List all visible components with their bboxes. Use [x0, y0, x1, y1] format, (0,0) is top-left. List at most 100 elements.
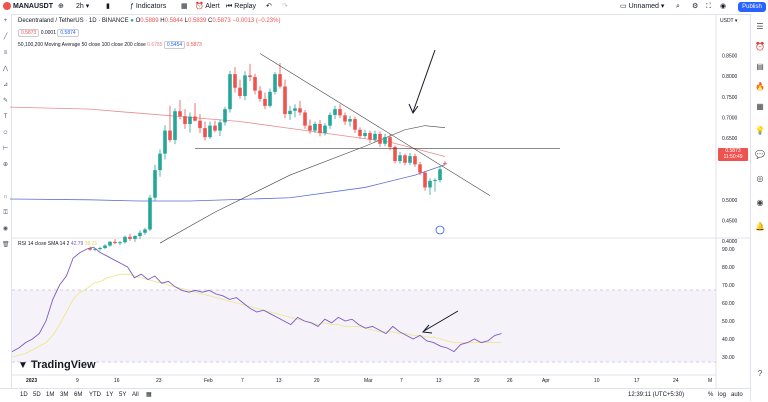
smile-icon[interactable]: ☺: [2, 130, 9, 136]
layout-button[interactable]: ▭ Unnamed ▾: [620, 2, 664, 12]
range-all[interactable]: All: [132, 392, 139, 398]
candle-body[interactable]: [108, 241, 112, 246]
candle-body[interactable]: [198, 120, 202, 129]
text-icon[interactable]: T: [3, 114, 8, 120]
candle-body[interactable]: [393, 147, 397, 162]
candle-body[interactable]: [128, 236, 132, 239]
candle-body[interactable]: [213, 125, 217, 131]
chat-icon[interactable]: 💬: [755, 150, 765, 159]
candle-body[interactable]: [88, 248, 92, 250]
trendline-drawing[interactable]: [259, 53, 491, 196]
chart-type-button[interactable]: ▮: [106, 2, 110, 12]
candle-body[interactable]: [233, 74, 237, 88]
range-3m[interactable]: 3M: [60, 392, 69, 398]
help-icon[interactable]: ?: [757, 369, 763, 378]
candle-body[interactable]: [278, 74, 282, 87]
candle-body[interactable]: [348, 119, 352, 122]
candle-body[interactable]: [138, 232, 142, 237]
candle-body[interactable]: [443, 163, 447, 165]
candle-body[interactable]: [158, 153, 162, 171]
candle-body[interactable]: [398, 155, 402, 162]
bid-price[interactable]: 0.5873: [18, 29, 40, 37]
candle-body[interactable]: [383, 137, 387, 144]
candle-body[interactable]: [368, 133, 372, 140]
candle-body[interactable]: [438, 169, 442, 181]
ma50-line[interactable]: [9, 106, 446, 157]
indicators-button[interactable]: ƒ Indicators: [130, 2, 166, 12]
candle-body[interactable]: [143, 229, 147, 233]
watchlist-icon[interactable]: ☰: [756, 22, 764, 31]
ideas-icon[interactable]: 💡: [755, 126, 765, 135]
pattern-icon[interactable]: ⋀: [3, 66, 8, 72]
candle-body[interactable]: [423, 172, 427, 188]
candle-body[interactable]: [293, 108, 297, 111]
data-window-icon[interactable]: ▤: [756, 62, 764, 71]
hotlist-icon[interactable]: 🔥: [755, 82, 765, 91]
candle-body[interactable]: [333, 109, 337, 115]
rsi-legend-row[interactable]: RSI 14 close SMA 14 2 42.79 38.21: [18, 241, 97, 247]
range-1y[interactable]: 1Y: [106, 392, 114, 398]
percent-toggle[interactable]: %: [708, 392, 714, 398]
candle-body[interactable]: [193, 116, 197, 121]
candle-body[interactable]: [178, 111, 182, 117]
candle-body[interactable]: [148, 197, 152, 230]
auto-toggle[interactable]: auto: [731, 392, 743, 398]
zoom-icon[interactable]: ⊕: [2, 162, 9, 168]
annotation-arrow-price[interactable]: [412, 49, 436, 113]
candle-body[interactable]: [358, 129, 362, 136]
brush-icon[interactable]: ✎: [2, 98, 9, 104]
range-1m[interactable]: 1M: [46, 392, 55, 398]
ma200-line[interactable]: [9, 164, 446, 202]
streams-icon[interactable]: ◎: [756, 174, 764, 183]
ask-price[interactable]: 0.5874: [57, 29, 79, 37]
trendline-icon[interactable]: ╱: [3, 34, 8, 40]
candle-body[interactable]: [328, 114, 332, 126]
candle-body[interactable]: [103, 245, 107, 249]
currency-selector[interactable]: USDT ▾: [720, 18, 737, 24]
candle-body[interactable]: [98, 248, 102, 250]
legend-title[interactable]: Decentraland / TetherUS · 1D · BINANCE: [18, 18, 129, 24]
redo-button[interactable]: ↷: [282, 2, 288, 12]
candle-body[interactable]: [413, 156, 417, 165]
candle-body[interactable]: [263, 98, 267, 106]
candle-body[interactable]: [308, 125, 312, 131]
crosshair-icon[interactable]: +: [3, 18, 8, 24]
candle-body[interactable]: [378, 133, 382, 144]
candle-body[interactable]: [183, 116, 187, 124]
candle-body[interactable]: [268, 91, 272, 106]
candle-body[interactable]: [288, 110, 292, 115]
candle-body[interactable]: [93, 248, 97, 250]
ruler-icon[interactable]: ⊢: [2, 146, 9, 152]
candle-body[interactable]: [313, 123, 317, 131]
candle-body[interactable]: [338, 109, 342, 116]
range-1d[interactable]: 1D: [20, 392, 28, 398]
candle-body[interactable]: [123, 236, 127, 243]
candle-body[interactable]: [418, 164, 422, 173]
magnet-icon[interactable]: ∩: [3, 194, 8, 200]
trash-icon[interactable]: 🗑: [2, 242, 10, 248]
range-5y[interactable]: 5Y: [119, 392, 127, 398]
publish-button[interactable]: Publish: [738, 2, 766, 12]
candle-body[interactable]: [303, 112, 307, 126]
candle-body[interactable]: [218, 122, 222, 131]
snapshot-button[interactable]: ◉: [720, 2, 726, 12]
notifications-icon[interactable]: 🔔: [755, 222, 765, 231]
candle-body[interactable]: [273, 74, 277, 92]
candle-body[interactable]: [203, 128, 207, 138]
annotation-arrow-rsi[interactable]: [423, 310, 459, 332]
fib-icon[interactable]: ≡: [3, 50, 8, 56]
candle-body[interactable]: [133, 236, 137, 239]
log-toggle[interactable]: log: [718, 392, 727, 398]
candle-body[interactable]: [283, 86, 287, 115]
undo-button[interactable]: ↶: [266, 2, 272, 12]
ma-legend-row[interactable]: 50,100,200 Moving Average 50 close 100 c…: [18, 41, 202, 49]
symbol-search[interactable]: MANAUSDT: [3, 2, 53, 12]
candle-body[interactable]: [253, 77, 257, 91]
candle-body[interactable]: [228, 74, 232, 110]
candle-body[interactable]: [433, 180, 437, 182]
range-6m[interactable]: 6M: [74, 392, 83, 398]
replay-button[interactable]: ⏮ Replay: [226, 2, 256, 12]
alert-button[interactable]: ⏰ Alert: [195, 2, 220, 12]
candle-body[interactable]: [188, 116, 192, 124]
range-ytd[interactable]: YTD: [89, 392, 101, 398]
